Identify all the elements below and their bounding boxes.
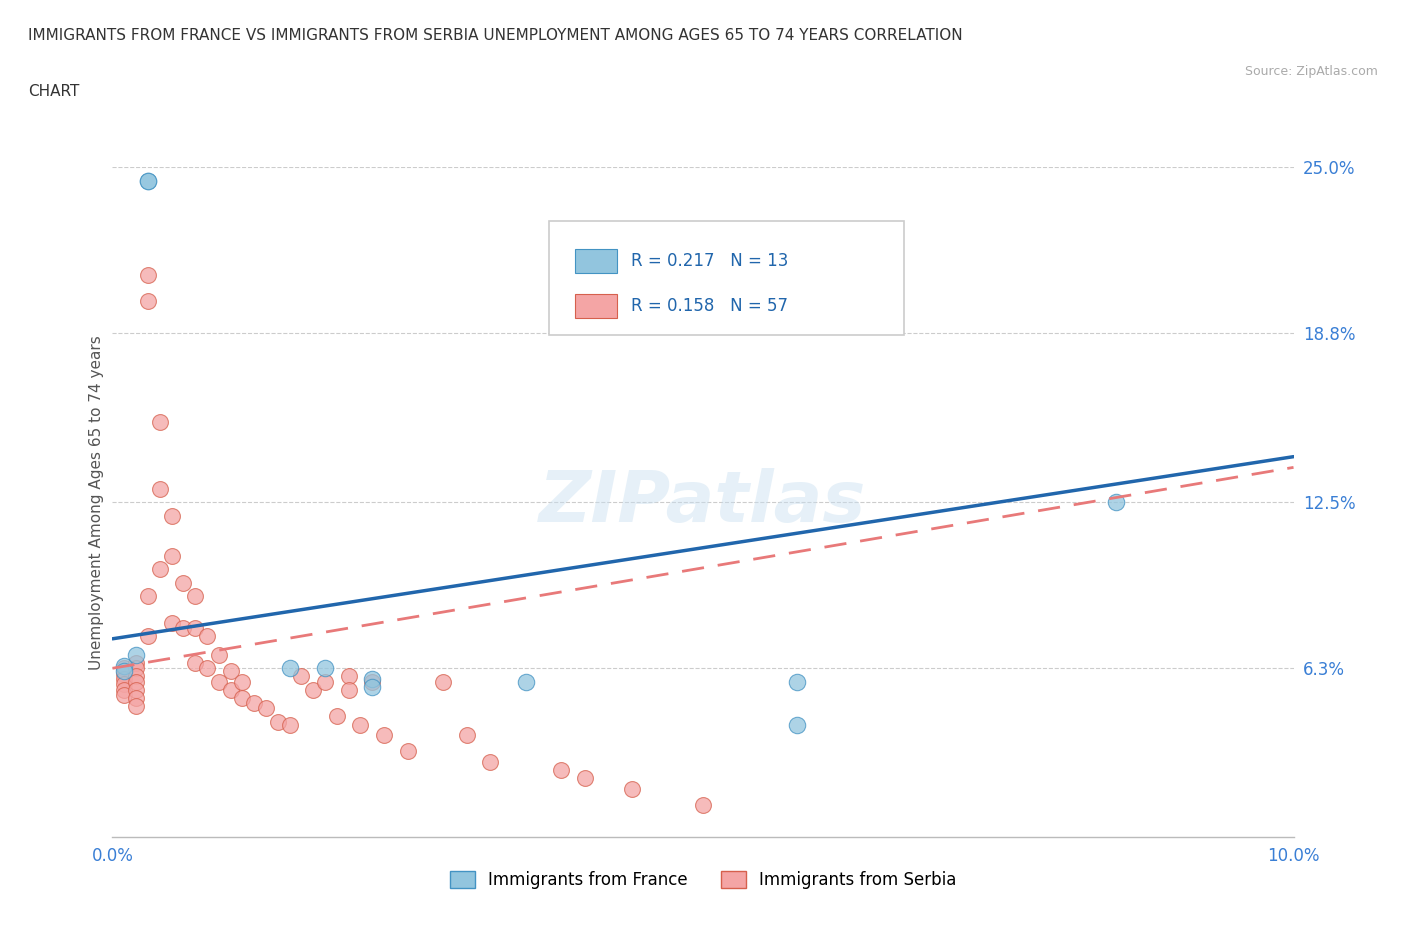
Point (112, 661, 135, 676)
Point (231, 690, 253, 705)
Point (349, 717, 371, 732)
Point (125, 656, 148, 671)
Point (692, 797, 714, 812)
Point (208, 674, 231, 689)
Point (149, 415, 172, 430)
Point (219, 683, 242, 698)
Point (112, 677, 135, 692)
Point (184, 656, 207, 671)
Point (432, 674, 454, 689)
Point (208, 647, 231, 662)
Point (149, 562, 172, 577)
Point (125, 698, 148, 713)
Point (125, 669, 148, 684)
Point (550, 763, 572, 777)
Text: CHART: CHART (28, 84, 80, 99)
Point (112, 671, 135, 686)
Text: IMMIGRANTS FROM FRANCE VS IMMIGRANTS FROM SERBIA UNEMPLOYMENT AMONG AGES 65 TO 7: IMMIGRANTS FROM FRANCE VS IMMIGRANTS FRO… (28, 28, 963, 43)
Point (125, 683, 148, 698)
Point (1105, 495, 1128, 510)
Text: Source: ZipAtlas.com: Source: ZipAtlas.com (1244, 65, 1378, 78)
Point (136, 589, 159, 604)
Point (112, 658, 135, 673)
Point (302, 683, 325, 698)
Point (243, 696, 266, 711)
Bar (575, 249, 617, 272)
Point (184, 620, 207, 635)
Point (396, 744, 419, 759)
Point (136, 267, 159, 282)
Text: R = 0.217   N = 13: R = 0.217 N = 13 (631, 252, 789, 270)
Point (290, 669, 312, 684)
Point (337, 669, 360, 684)
Point (136, 629, 159, 644)
Point (112, 683, 135, 698)
Legend: Immigrants from France, Immigrants from Serbia: Immigrants from France, Immigrants from … (443, 864, 963, 896)
Point (125, 661, 148, 676)
Point (184, 589, 207, 604)
Text: R = 0.158   N = 57: R = 0.158 N = 57 (631, 297, 787, 315)
Bar (575, 294, 617, 318)
Point (361, 674, 384, 689)
Point (574, 771, 596, 786)
Point (219, 663, 242, 678)
Point (337, 683, 360, 698)
Point (160, 616, 183, 631)
Point (172, 575, 194, 590)
Point (136, 294, 159, 309)
Point (515, 674, 537, 689)
Point (456, 728, 478, 743)
Text: ZIPatlas: ZIPatlas (540, 468, 866, 537)
Point (361, 671, 384, 686)
Point (125, 674, 148, 689)
Point (361, 680, 384, 695)
Point (112, 687, 135, 702)
Point (314, 661, 336, 676)
Point (786, 717, 808, 732)
FancyBboxPatch shape (550, 221, 904, 335)
Point (326, 709, 349, 724)
Point (254, 701, 277, 716)
Point (125, 690, 148, 705)
Point (112, 663, 135, 678)
Point (160, 508, 183, 523)
Point (160, 549, 183, 564)
Point (314, 674, 336, 689)
Point (136, 173, 159, 188)
Point (195, 661, 218, 676)
Point (267, 714, 290, 729)
Point (278, 717, 301, 732)
Point (231, 674, 253, 689)
Point (479, 754, 502, 769)
Point (373, 728, 395, 743)
Point (278, 661, 301, 676)
Point (136, 173, 159, 188)
Point (786, 674, 808, 689)
Point (125, 647, 148, 662)
Point (621, 781, 644, 796)
Y-axis label: Unemployment Among Ages 65 to 74 years: Unemployment Among Ages 65 to 74 years (89, 335, 104, 670)
Point (172, 620, 194, 635)
Point (112, 666, 135, 681)
Point (149, 482, 172, 497)
Point (195, 629, 218, 644)
